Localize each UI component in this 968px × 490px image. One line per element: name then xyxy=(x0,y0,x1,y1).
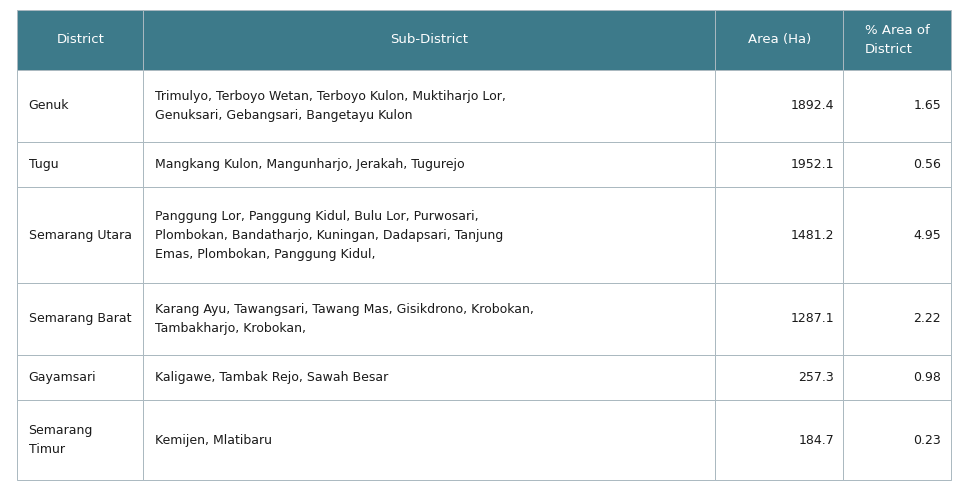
Text: % Area of
District: % Area of District xyxy=(864,24,929,56)
Text: Gayamsari: Gayamsari xyxy=(29,371,96,384)
Bar xyxy=(715,355,843,400)
Text: 1.65: 1.65 xyxy=(914,99,941,112)
Bar xyxy=(17,187,143,283)
Text: Area (Ha): Area (Ha) xyxy=(747,33,811,46)
Bar xyxy=(715,142,843,187)
Text: Genuk: Genuk xyxy=(29,99,69,112)
Text: Karang Ayu, Tawangsari, Tawang Mas, Gisikdrono, Krobokan,
Tambakharjo, Krobokan,: Karang Ayu, Tawangsari, Tawang Mas, Gisi… xyxy=(155,303,533,335)
Bar xyxy=(843,70,951,142)
Bar xyxy=(715,10,843,70)
Text: 0.98: 0.98 xyxy=(914,371,941,384)
Text: Mangkang Kulon, Mangunharjo, Jerakah, Tugurejo: Mangkang Kulon, Mangunharjo, Jerakah, Tu… xyxy=(155,158,465,171)
Text: 257.3: 257.3 xyxy=(799,371,834,384)
Bar xyxy=(843,10,951,70)
Text: 1287.1: 1287.1 xyxy=(790,312,834,325)
Bar xyxy=(843,355,951,400)
Text: 1892.4: 1892.4 xyxy=(791,99,834,112)
Text: 4.95: 4.95 xyxy=(914,228,941,242)
Bar xyxy=(143,187,715,283)
Text: 0.56: 0.56 xyxy=(914,158,941,171)
Text: Kemijen, Mlatibaru: Kemijen, Mlatibaru xyxy=(155,434,272,447)
Bar xyxy=(143,355,715,400)
Bar xyxy=(843,142,951,187)
Bar xyxy=(143,70,715,142)
Text: Semarang
Timur: Semarang Timur xyxy=(29,424,93,456)
Bar xyxy=(143,10,715,70)
Text: Semarang Barat: Semarang Barat xyxy=(29,312,131,325)
Bar xyxy=(715,187,843,283)
Bar xyxy=(143,142,715,187)
Bar xyxy=(715,283,843,355)
Bar xyxy=(17,10,143,70)
Bar xyxy=(143,400,715,480)
Bar xyxy=(17,400,143,480)
Bar xyxy=(17,142,143,187)
Text: Semarang Utara: Semarang Utara xyxy=(29,228,132,242)
Text: 0.23: 0.23 xyxy=(914,434,941,447)
Bar xyxy=(843,187,951,283)
Text: 1481.2: 1481.2 xyxy=(791,228,834,242)
Text: Kaligawe, Tambak Rejo, Sawah Besar: Kaligawe, Tambak Rejo, Sawah Besar xyxy=(155,371,388,384)
Bar xyxy=(17,355,143,400)
Text: 2.22: 2.22 xyxy=(914,312,941,325)
Bar xyxy=(715,70,843,142)
Bar xyxy=(715,400,843,480)
Bar xyxy=(17,283,143,355)
Text: 184.7: 184.7 xyxy=(799,434,834,447)
Text: District: District xyxy=(56,33,105,46)
Bar xyxy=(843,283,951,355)
Text: Tugu: Tugu xyxy=(29,158,58,171)
Bar xyxy=(143,283,715,355)
Text: Sub-District: Sub-District xyxy=(390,33,469,46)
Text: 1952.1: 1952.1 xyxy=(791,158,834,171)
Bar xyxy=(843,400,951,480)
Bar xyxy=(17,70,143,142)
Text: Panggung Lor, Panggung Kidul, Bulu Lor, Purwosari,
Plombokan, Bandatharjo, Kunin: Panggung Lor, Panggung Kidul, Bulu Lor, … xyxy=(155,210,502,261)
Text: Trimulyo, Terboyo Wetan, Terboyo Kulon, Muktiharjo Lor,
Genuksari, Gebangsari, B: Trimulyo, Terboyo Wetan, Terboyo Kulon, … xyxy=(155,90,505,122)
